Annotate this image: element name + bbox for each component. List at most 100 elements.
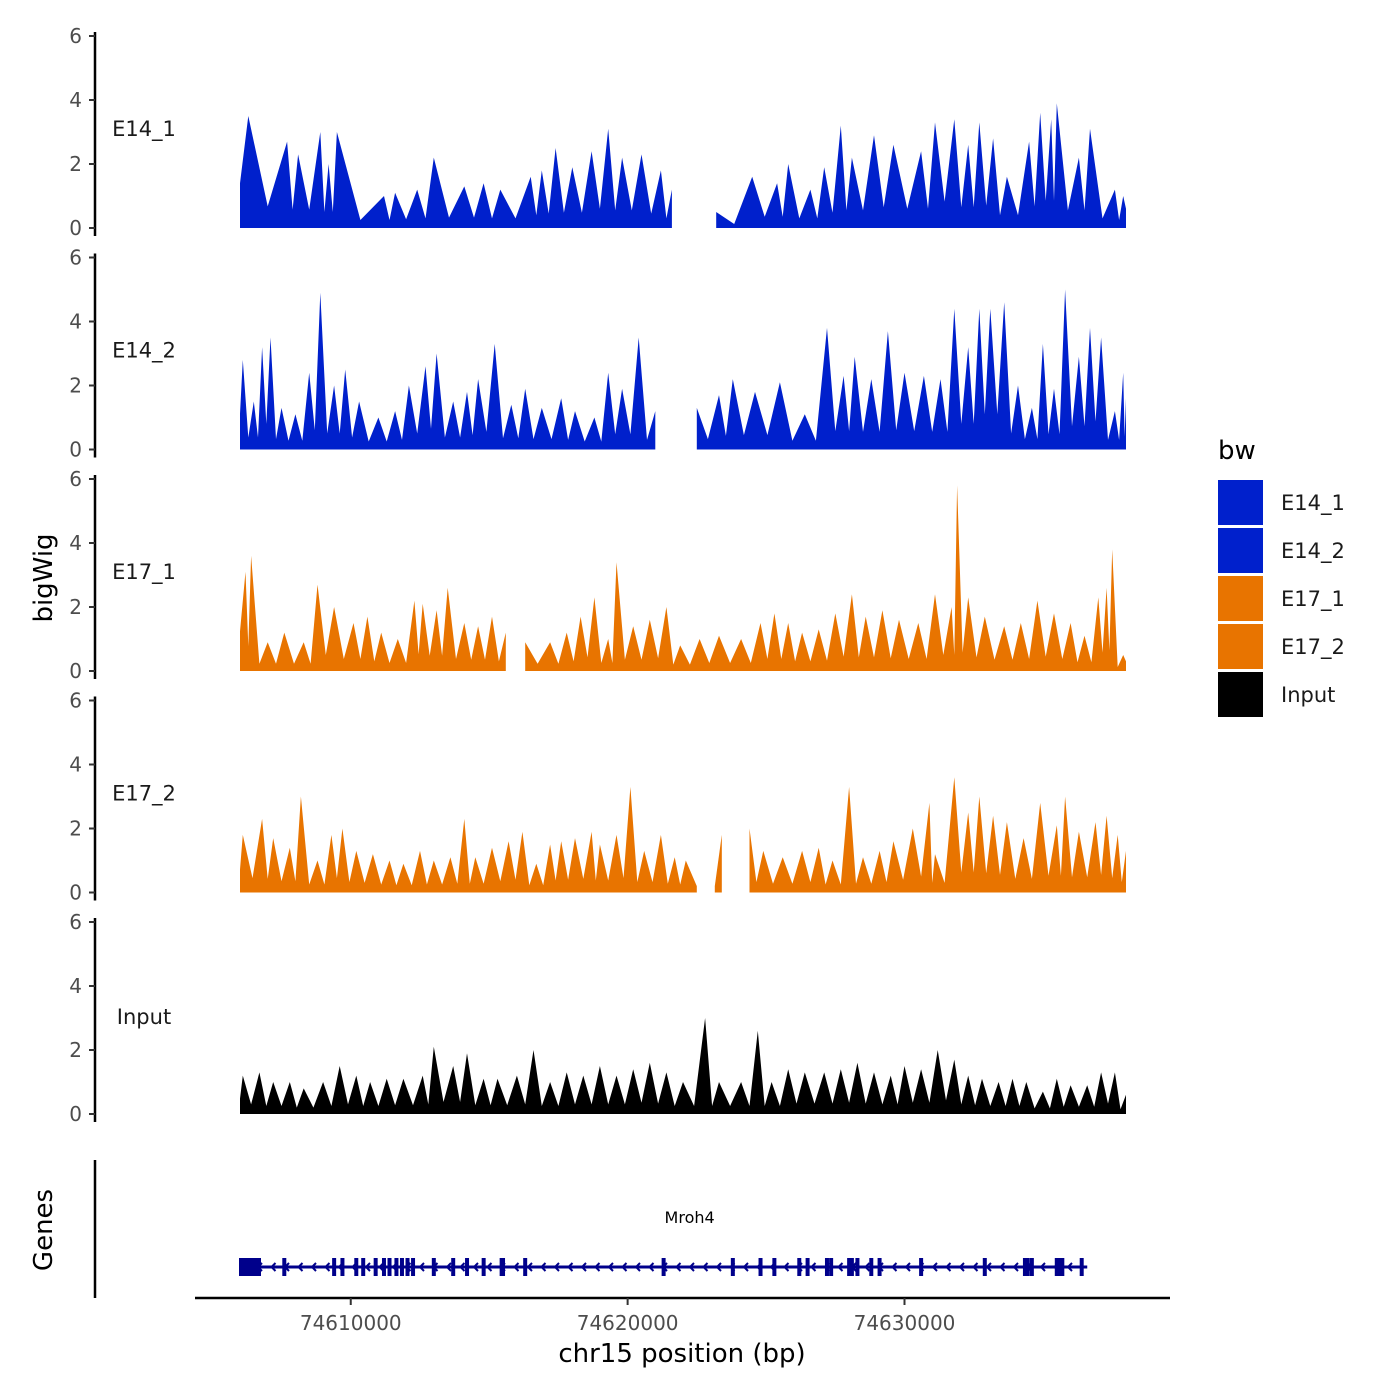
gene-Mroh4: Mroh4 bbox=[239, 1208, 1087, 1276]
exon bbox=[400, 1258, 404, 1276]
exon bbox=[869, 1258, 873, 1276]
y-tick-label: 2 bbox=[69, 817, 82, 841]
y-tick-label: 0 bbox=[69, 438, 82, 462]
exon bbox=[451, 1258, 455, 1276]
exon bbox=[1030, 1258, 1034, 1276]
y-tick-label: 0 bbox=[69, 659, 82, 683]
y-tick-label: 2 bbox=[69, 152, 82, 176]
exon bbox=[361, 1258, 365, 1276]
legend-entry-E14_1: E14_1 bbox=[1218, 480, 1345, 525]
legend-swatch bbox=[1218, 528, 1263, 573]
exon bbox=[482, 1258, 486, 1276]
y-tick-label: 6 bbox=[69, 246, 82, 270]
y-tick-label: 6 bbox=[69, 689, 82, 713]
coverage-area-E14_2 bbox=[240, 293, 655, 450]
track-label: Input bbox=[117, 1005, 171, 1029]
track-E17_2: 0246E17_2 bbox=[69, 689, 1126, 905]
legend: bw E14_1 E14_2 E17_1 E17_2 Input bbox=[1218, 436, 1345, 717]
coverage-area-E17_1 bbox=[240, 556, 506, 671]
coverage-area-E17_1 bbox=[525, 485, 1126, 671]
exon bbox=[855, 1258, 859, 1276]
exon bbox=[1080, 1258, 1084, 1276]
exon bbox=[759, 1258, 763, 1276]
exon bbox=[829, 1258, 833, 1276]
coverage-area-E17_2 bbox=[240, 787, 697, 893]
exon bbox=[340, 1258, 344, 1276]
exon bbox=[332, 1258, 336, 1276]
exon bbox=[501, 1258, 505, 1276]
legend-label: E14_2 bbox=[1281, 539, 1345, 564]
track-label: E17_1 bbox=[112, 560, 176, 585]
track-label: E14_1 bbox=[112, 117, 176, 142]
exon bbox=[1060, 1258, 1064, 1276]
x-tick-label: 74610000 bbox=[300, 1311, 402, 1335]
exon bbox=[406, 1258, 410, 1276]
genome-track-plot: 0246E14_10246E14_20246E17_10246E17_20246… bbox=[0, 0, 1400, 1400]
coverage-area-E14_1 bbox=[240, 116, 672, 228]
genes-axis-title: Genes bbox=[29, 1189, 59, 1271]
exon bbox=[878, 1258, 882, 1276]
exon bbox=[797, 1258, 801, 1276]
legend-label: Input bbox=[1281, 683, 1335, 707]
exon bbox=[374, 1258, 378, 1276]
coverage-area-Input bbox=[240, 1018, 1126, 1114]
exon bbox=[432, 1258, 436, 1276]
coverage-area-E17_2 bbox=[750, 777, 1127, 892]
exon bbox=[772, 1258, 776, 1276]
y-tick-label: 6 bbox=[69, 910, 82, 934]
exon bbox=[825, 1258, 829, 1276]
y-tick-label: 4 bbox=[69, 753, 82, 777]
legend-swatch bbox=[1218, 576, 1263, 621]
exon bbox=[850, 1258, 854, 1276]
gene-label: Mroh4 bbox=[665, 1208, 715, 1227]
y-tick-label: 6 bbox=[69, 24, 82, 48]
legend-entry-E17_1: E17_1 bbox=[1218, 576, 1345, 621]
x-tick-label: 74630000 bbox=[854, 1311, 956, 1335]
exon bbox=[239, 1258, 261, 1276]
y-tick-label: 2 bbox=[69, 1038, 82, 1062]
track-E14_1: 0 2 4 6 E14_1 bbox=[69, 24, 1126, 240]
track-label: E14_2 bbox=[112, 339, 176, 364]
exon bbox=[919, 1258, 923, 1276]
y-tick-label: 4 bbox=[69, 974, 82, 998]
coverage-area-E14_2 bbox=[697, 290, 1126, 450]
exon bbox=[382, 1258, 386, 1276]
y-tick-label: 4 bbox=[69, 88, 82, 112]
y-axis-title: bigWig bbox=[29, 533, 59, 622]
y-tick-label: 0 bbox=[69, 216, 82, 240]
exon bbox=[983, 1258, 987, 1276]
exon bbox=[411, 1258, 415, 1276]
legend-entry-E17_2: E17_2 bbox=[1218, 624, 1345, 669]
exon bbox=[731, 1258, 735, 1276]
legend-swatch bbox=[1218, 672, 1263, 717]
y-tick-label: 6 bbox=[69, 467, 82, 491]
exon bbox=[465, 1258, 469, 1276]
track-E17_1: 0 2 4 6 E17_1 bbox=[69, 467, 1126, 683]
x-axis-title: chr15 position (bp) bbox=[558, 1339, 805, 1369]
track-E14_2: 0 2 4 6 E14_2 bbox=[69, 246, 1126, 462]
legend-entry-Input: Input bbox=[1218, 672, 1335, 717]
exon bbox=[354, 1258, 358, 1276]
exon bbox=[282, 1258, 286, 1276]
legend-title: bw bbox=[1218, 436, 1256, 466]
x-tick-label: 74620000 bbox=[577, 1311, 679, 1335]
legend-entry-E14_2: E14_2 bbox=[1218, 528, 1345, 573]
genes-panel: Mroh4 bbox=[95, 1160, 1087, 1298]
legend-swatch bbox=[1218, 624, 1263, 669]
track-Input: 0246Input bbox=[69, 910, 1126, 1126]
exon bbox=[388, 1258, 392, 1276]
exon bbox=[662, 1258, 666, 1276]
legend-swatch bbox=[1218, 480, 1263, 525]
legend-label: E14_1 bbox=[1281, 491, 1345, 516]
y-tick-label: 0 bbox=[69, 881, 82, 905]
coverage-area-E17_2 bbox=[715, 835, 722, 893]
coverage-area-E14_1 bbox=[716, 103, 1126, 228]
bigwig-tracks: 0 2 4 6 E14_1 0 2 4 6 E14_2 0 2 4 6 E17_1 0 2 4 6 E17_2 0 2 4 6… bbox=[69, 24, 1126, 1126]
x-axis: 74610000 74620000 74630000 bbox=[195, 1298, 1170, 1335]
y-tick-label: 2 bbox=[69, 595, 82, 619]
y-tick-label: 2 bbox=[69, 374, 82, 398]
legend-label: E17_1 bbox=[1281, 587, 1345, 612]
exon bbox=[394, 1258, 398, 1276]
exon bbox=[806, 1258, 810, 1276]
y-tick-label: 4 bbox=[69, 531, 82, 555]
